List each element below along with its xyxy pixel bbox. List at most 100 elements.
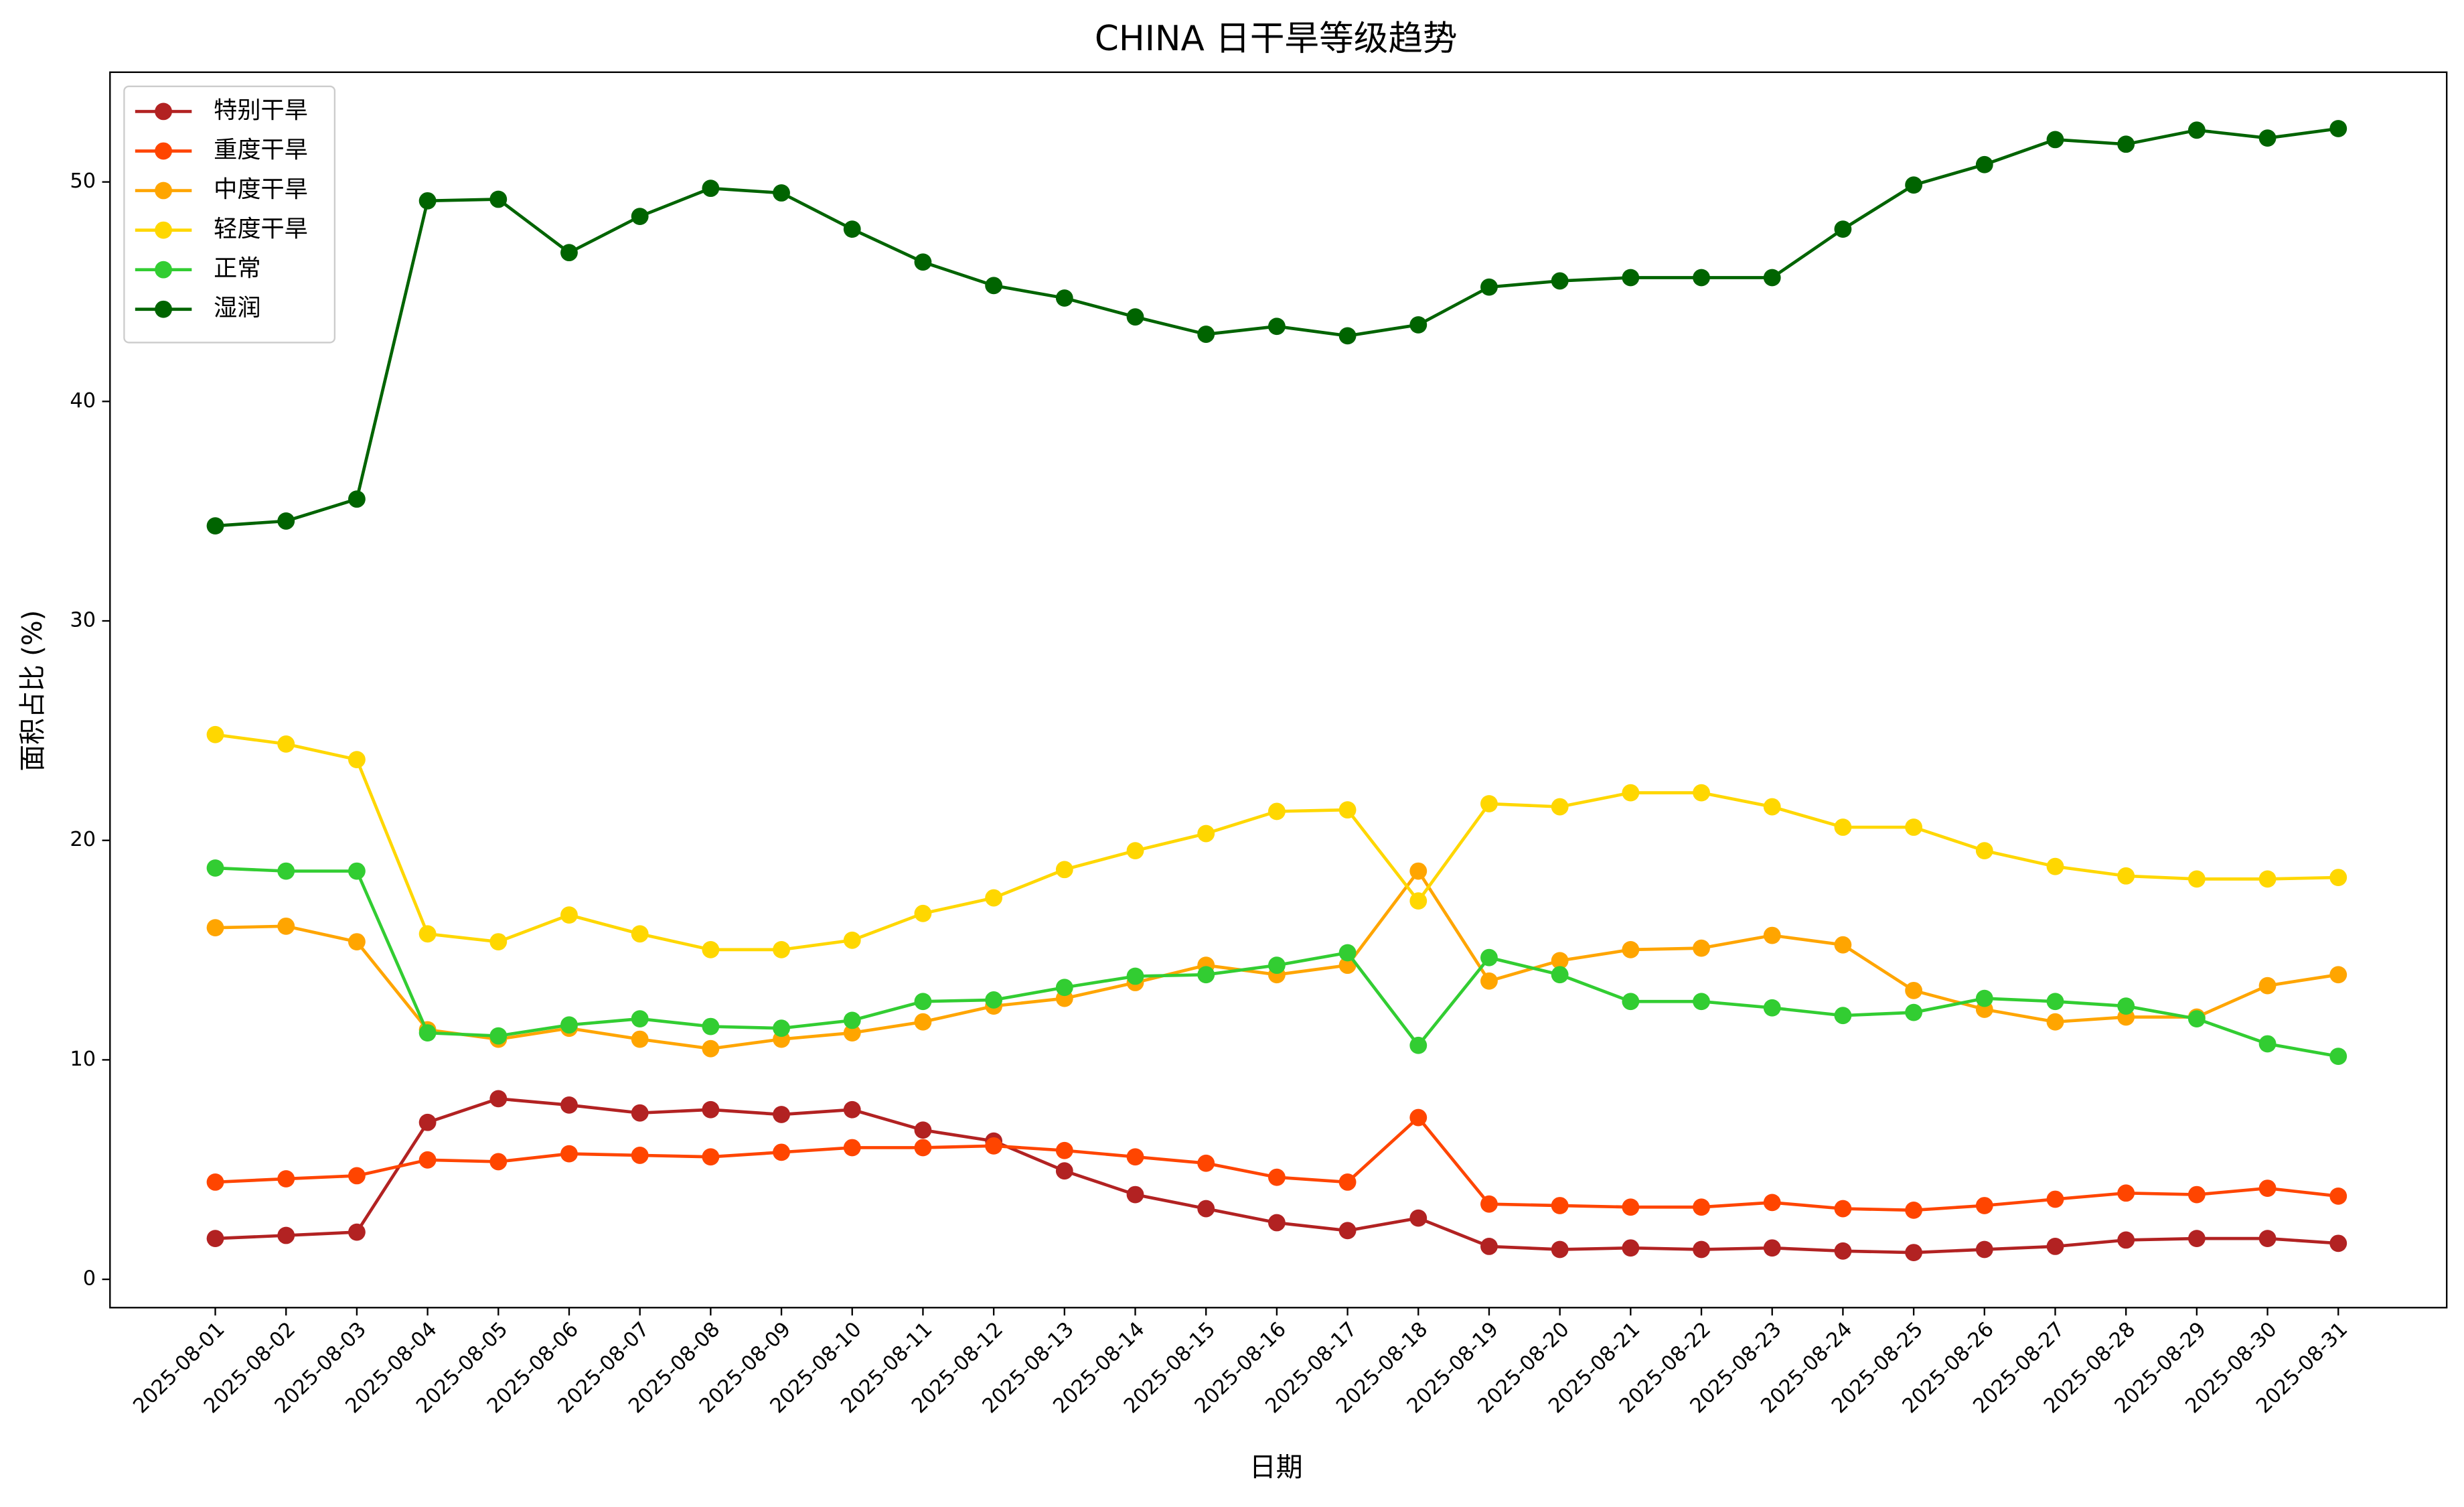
- data-point: [843, 220, 861, 238]
- data-point: [348, 933, 366, 950]
- data-point: [1905, 981, 1923, 999]
- data-point: [1693, 939, 1710, 957]
- data-point: [1905, 176, 1923, 194]
- data-point: [914, 253, 932, 271]
- data-point: [1551, 272, 1569, 290]
- data-point: [2329, 869, 2347, 886]
- data-point: [1622, 784, 1640, 802]
- data-point: [348, 751, 366, 769]
- data-point: [2258, 977, 2277, 995]
- data-point: [1622, 941, 1640, 958]
- data-point: [1975, 1197, 1993, 1214]
- legend-marker: [155, 261, 172, 279]
- data-point: [1409, 1209, 1428, 1227]
- data-point: [631, 1147, 649, 1164]
- data-point: [206, 919, 224, 937]
- data-point: [702, 1017, 720, 1035]
- data-point: [2117, 867, 2135, 885]
- data-point: [1763, 798, 1781, 816]
- data-point: [914, 1121, 932, 1139]
- data-point: [1763, 1194, 1781, 1212]
- data-point: [560, 1145, 578, 1163]
- data-point: [1551, 966, 1569, 984]
- data-point: [2187, 870, 2206, 888]
- y-tick-label: 50: [70, 169, 96, 193]
- data-point: [631, 1104, 649, 1122]
- data-point: [914, 904, 932, 922]
- data-point: [1126, 967, 1144, 985]
- data-point: [2329, 1048, 2347, 1066]
- data-point: [489, 1090, 508, 1108]
- data-point: [985, 889, 1003, 907]
- data-point: [631, 925, 649, 943]
- data-point: [1480, 1195, 1498, 1213]
- data-point: [277, 862, 295, 880]
- chart-title: CHINA 日干旱等级趋势: [1095, 19, 1458, 59]
- data-point: [2117, 997, 2135, 1015]
- data-point: [1834, 1242, 1852, 1260]
- data-point: [1480, 795, 1498, 812]
- data-point: [773, 1106, 790, 1123]
- data-point: [2258, 129, 2277, 147]
- data-point: [1055, 979, 1073, 997]
- data-point: [702, 941, 720, 958]
- data-point: [1267, 317, 1286, 336]
- legend-label: 特别干旱: [214, 96, 308, 124]
- legend-label: 正常: [214, 255, 260, 283]
- data-point: [773, 1143, 790, 1161]
- data-point: [2117, 1184, 2135, 1202]
- data-point: [206, 859, 224, 877]
- data-point: [1834, 1200, 1852, 1218]
- data-point: [489, 1153, 508, 1171]
- data-point: [1834, 818, 1852, 836]
- data-point: [348, 1167, 366, 1185]
- data-point: [206, 1230, 224, 1248]
- data-point: [2329, 1234, 2347, 1252]
- y-tick-label: 0: [83, 1267, 96, 1291]
- data-point: [1693, 784, 1710, 802]
- data-point: [843, 931, 861, 949]
- x-axis-label: 日期: [1249, 1452, 1303, 1483]
- legend-label: 中度干旱: [214, 176, 308, 204]
- data-point: [1905, 1003, 1923, 1021]
- y-axis-label: 面积占比 (%): [17, 610, 48, 772]
- y-tick-label: 40: [70, 389, 96, 413]
- data-point: [1480, 948, 1498, 966]
- data-point: [843, 1139, 861, 1157]
- data-point: [1905, 1244, 1923, 1261]
- data-point: [2258, 870, 2277, 888]
- data-point: [277, 512, 295, 530]
- data-point: [560, 1096, 578, 1114]
- data-point: [1480, 972, 1498, 990]
- data-point: [914, 1013, 932, 1031]
- data-point: [1763, 269, 1781, 287]
- data-point: [2046, 993, 2064, 1011]
- data-point: [1551, 1240, 1569, 1259]
- data-point: [914, 993, 932, 1011]
- data-point: [489, 190, 508, 208]
- data-point: [1763, 1239, 1781, 1257]
- legend-label: 湿润: [214, 295, 260, 322]
- data-point: [1834, 936, 1852, 954]
- data-point: [843, 1024, 861, 1042]
- data-point: [277, 735, 295, 753]
- data-point: [631, 208, 649, 225]
- data-point: [348, 862, 366, 880]
- data-point: [1693, 993, 1710, 1011]
- data-point: [773, 184, 790, 202]
- data-point: [1055, 1141, 1073, 1159]
- data-point: [1267, 1168, 1286, 1186]
- data-point: [206, 725, 224, 743]
- data-point: [2329, 120, 2347, 137]
- data-point: [1338, 944, 1357, 962]
- data-point: [277, 1170, 295, 1188]
- legend-label: 轻度干旱: [214, 216, 308, 243]
- data-point: [1197, 824, 1215, 843]
- data-point: [1055, 861, 1073, 879]
- y-tick-label: 10: [70, 1048, 96, 1071]
- data-point: [1763, 999, 1781, 1017]
- data-point: [348, 1223, 366, 1241]
- data-point: [1905, 818, 1923, 836]
